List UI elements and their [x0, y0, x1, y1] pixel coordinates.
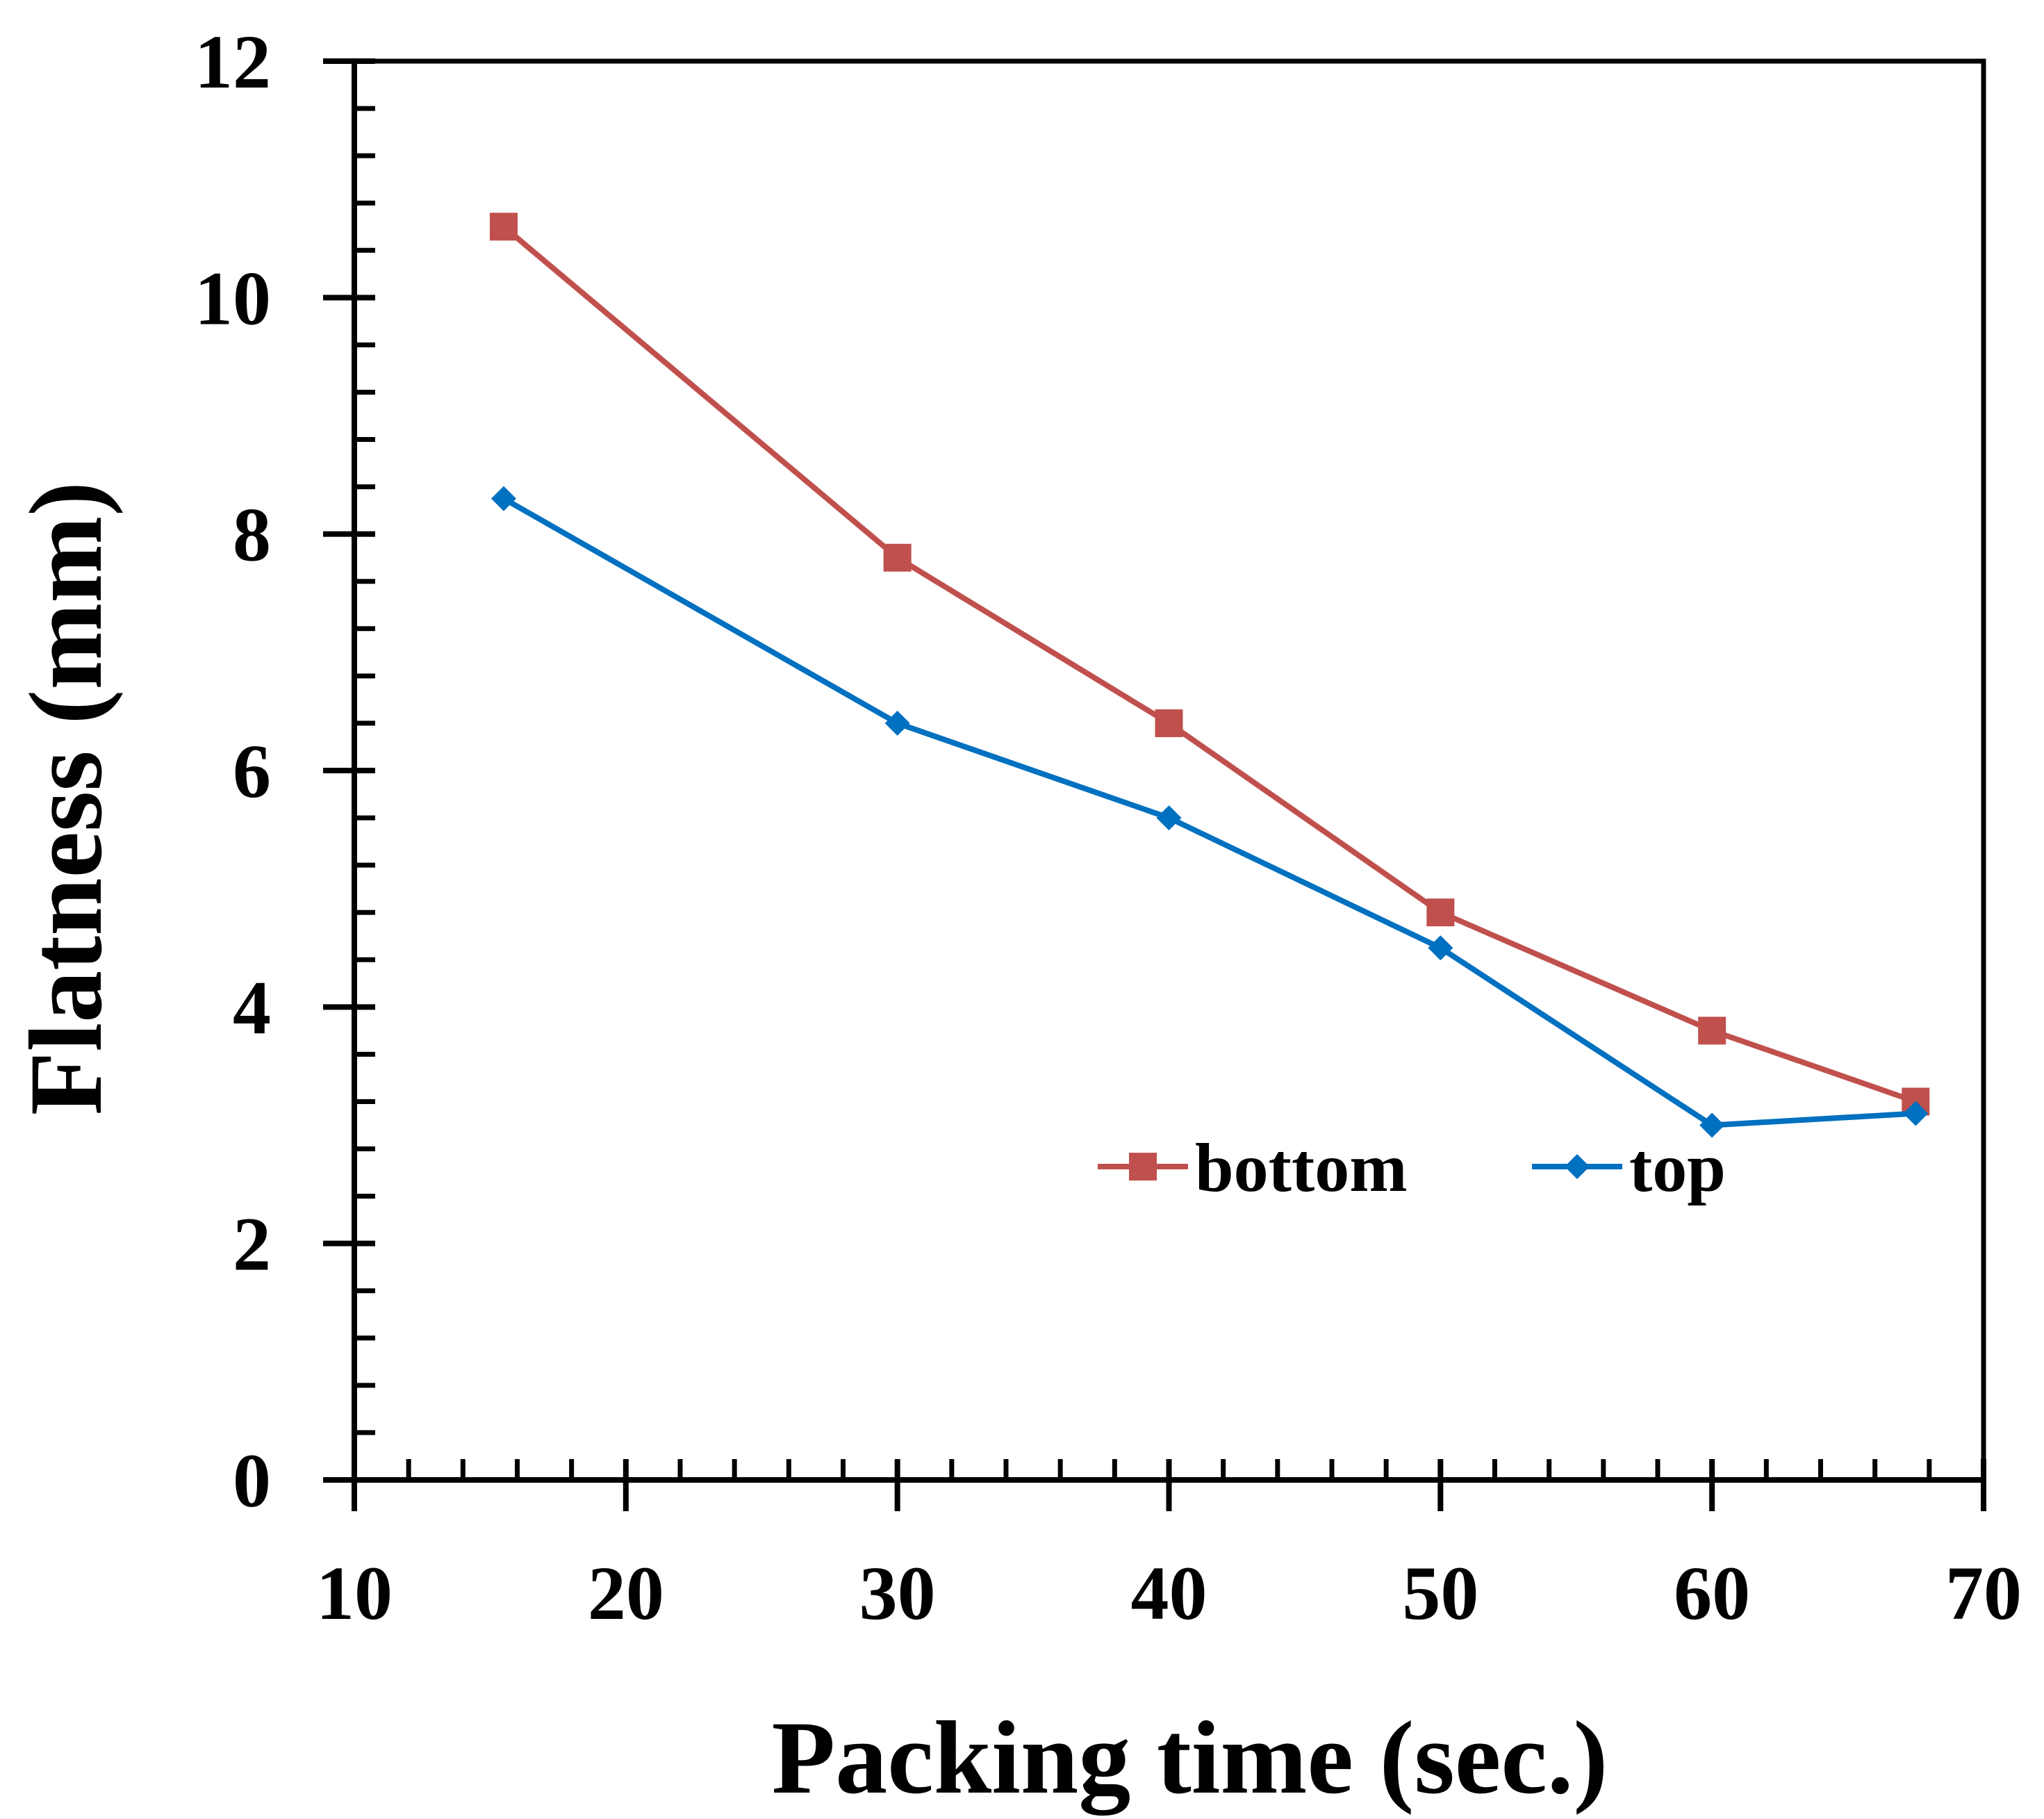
- series-layer: [489, 213, 1930, 1138]
- y-tick-label: 8: [233, 493, 271, 577]
- x-tick-label: 10: [316, 1551, 393, 1636]
- series-top-line: [502, 496, 1916, 1128]
- data-point-top: [1699, 1112, 1725, 1138]
- x-tick-label: 60: [1674, 1551, 1750, 1636]
- data-point-bottom: [1155, 709, 1183, 737]
- data-point-top: [491, 486, 516, 511]
- legend-swatch-marker: [1565, 1154, 1590, 1180]
- legend-item-top: top: [1532, 1129, 1726, 1206]
- data-point-bottom: [883, 543, 912, 572]
- plot-frame: [352, 58, 1986, 1483]
- series-top: [491, 486, 1929, 1138]
- series-bottom-line: [502, 224, 1917, 1105]
- y-tick-label: 2: [233, 1202, 271, 1287]
- series-bottom: [489, 213, 1930, 1116]
- data-point-bottom: [1426, 898, 1455, 927]
- legend-label: bottom: [1195, 1129, 1408, 1206]
- y-tick-label: 6: [233, 729, 271, 814]
- data-point-top: [1428, 935, 1453, 961]
- legend-item-bottom: bottom: [1098, 1129, 1408, 1206]
- data-point-top: [1156, 805, 1182, 831]
- y-tick-label: 10: [195, 256, 271, 340]
- legend-label: top: [1629, 1129, 1726, 1206]
- legend: bottom top: [1098, 1129, 1726, 1206]
- axes: 10 20 30 40 50 60 70 0 2 4 6 8 10 12: [195, 19, 2022, 1636]
- y-tick-label: 4: [233, 965, 271, 1050]
- y-axis-title: Flatness (mm): [8, 481, 124, 1115]
- x-tick-label: 20: [588, 1551, 664, 1636]
- y-tick-label: 0: [233, 1438, 271, 1523]
- x-axis-title: Packing time (sec.): [772, 1700, 1608, 1816]
- data-point-bottom: [1698, 1016, 1726, 1045]
- x-tick-label: 70: [1945, 1551, 2022, 1636]
- x-tick-label: 40: [1131, 1551, 1208, 1636]
- x-tick-label: 50: [1402, 1551, 1478, 1636]
- y-tick-label: 12: [195, 19, 271, 104]
- data-point-bottom: [489, 213, 518, 241]
- data-point-top: [884, 710, 910, 736]
- x-tick-label: 30: [859, 1551, 936, 1636]
- data-point-top: [1903, 1101, 1929, 1126]
- legend-swatch-marker: [1129, 1153, 1157, 1181]
